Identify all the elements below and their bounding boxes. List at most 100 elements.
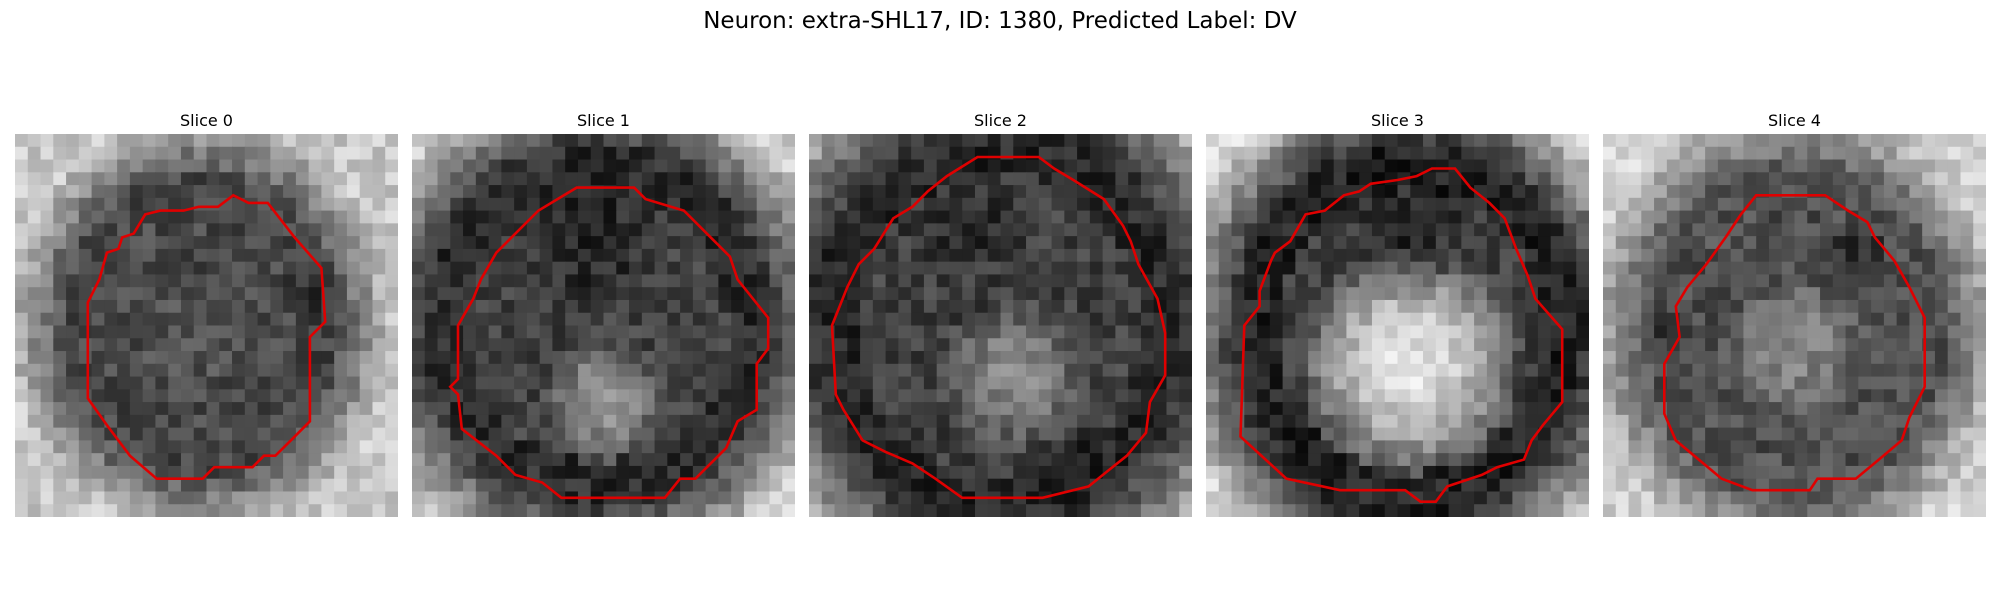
- pixel: [949, 363, 963, 378]
- pixel: [731, 465, 745, 480]
- pixel: [1512, 172, 1526, 186]
- pixel: [1896, 351, 1910, 365]
- pixel: [821, 159, 836, 173]
- pixel: [1448, 351, 1462, 365]
- pixel: [1206, 185, 1220, 199]
- pixel: [1077, 351, 1091, 365]
- pixel: [641, 351, 656, 365]
- pixel: [1654, 312, 1668, 327]
- pixel: [1743, 134, 1757, 148]
- pixel: [923, 465, 938, 480]
- pixel: [692, 172, 707, 186]
- pixel: [1384, 185, 1399, 199]
- pixel: [1371, 414, 1386, 429]
- pixel: [565, 248, 579, 263]
- pixel: [872, 504, 887, 517]
- pixel: [1218, 453, 1233, 467]
- pixel: [1140, 427, 1155, 441]
- pixel: [1384, 402, 1399, 416]
- pixel: [1128, 478, 1142, 493]
- pixel: [1282, 402, 1296, 416]
- pixel: [552, 236, 566, 250]
- pixel: [219, 287, 233, 301]
- pixel: [193, 363, 208, 378]
- pixel: [1282, 261, 1296, 276]
- pixel: [129, 440, 144, 454]
- pixel: [1206, 261, 1220, 276]
- pixel: [1064, 185, 1078, 199]
- pixel: [1244, 197, 1258, 212]
- pixel: [1705, 312, 1719, 327]
- roi-contour: [830, 155, 1167, 500]
- pixel: [692, 414, 707, 429]
- pixel: [1832, 159, 1847, 173]
- pixel: [847, 465, 861, 480]
- pixel: [193, 376, 208, 390]
- pixel: [1756, 159, 1770, 173]
- pixel: [1692, 402, 1706, 416]
- pixel: [1947, 504, 1962, 517]
- pixel: [756, 287, 771, 301]
- pixel: [1654, 414, 1668, 429]
- pixel: [552, 299, 566, 314]
- pixel: [1166, 478, 1180, 493]
- pixel: [1064, 453, 1078, 467]
- pixel: [1064, 325, 1078, 339]
- pixel: [1934, 478, 1949, 493]
- pixel: [1896, 159, 1910, 173]
- pixel: [308, 146, 322, 161]
- pixel: [898, 248, 912, 263]
- pixel: [654, 236, 668, 250]
- pixel: [756, 453, 771, 467]
- pixel: [1128, 210, 1142, 224]
- pixel: [1563, 134, 1577, 148]
- pixel: [1550, 172, 1565, 186]
- pixel: [1064, 504, 1078, 517]
- pixel: [346, 146, 361, 161]
- pixel: [219, 248, 233, 263]
- pixel: [1641, 402, 1655, 416]
- pixel: [463, 402, 477, 416]
- pixel: [885, 210, 899, 224]
- pixel: [1781, 248, 1796, 263]
- pixel: [680, 146, 694, 161]
- pixel: [66, 287, 80, 301]
- pixel: [1371, 478, 1386, 493]
- pixel: [1832, 261, 1847, 276]
- pixel: [872, 197, 887, 212]
- pixel: [1486, 197, 1501, 212]
- pixel: [1922, 389, 1936, 403]
- pixel: [1115, 197, 1129, 212]
- pixel: [539, 453, 554, 467]
- pixel: [1934, 287, 1949, 301]
- pixel: [475, 338, 490, 352]
- pixel: [475, 197, 490, 212]
- pixel: [743, 223, 758, 237]
- pixel: [1000, 210, 1014, 224]
- pixel: [1679, 325, 1693, 339]
- pixel: [1537, 287, 1552, 301]
- pixel: [680, 363, 694, 378]
- pixel: [142, 376, 157, 390]
- pixel: [1550, 236, 1565, 250]
- pixel: [321, 376, 335, 390]
- pixel: [40, 197, 54, 212]
- pixel: [898, 274, 912, 288]
- pixel: [1756, 287, 1770, 301]
- pixel: [923, 185, 938, 199]
- pixel: [1615, 491, 1630, 505]
- pixel: [1512, 325, 1526, 339]
- pixel: [1474, 185, 1488, 199]
- pixel: [1448, 248, 1462, 263]
- pixel: [1257, 197, 1271, 212]
- pixel: [40, 159, 54, 173]
- pixel: [1026, 159, 1040, 173]
- pixel: [987, 236, 1002, 250]
- pixel: [488, 363, 502, 378]
- pixel: [66, 478, 80, 493]
- pixel: [334, 312, 348, 327]
- pixel: [155, 172, 169, 186]
- pixel: [1832, 414, 1847, 429]
- pixel: [1947, 248, 1962, 263]
- pixel: [270, 491, 284, 505]
